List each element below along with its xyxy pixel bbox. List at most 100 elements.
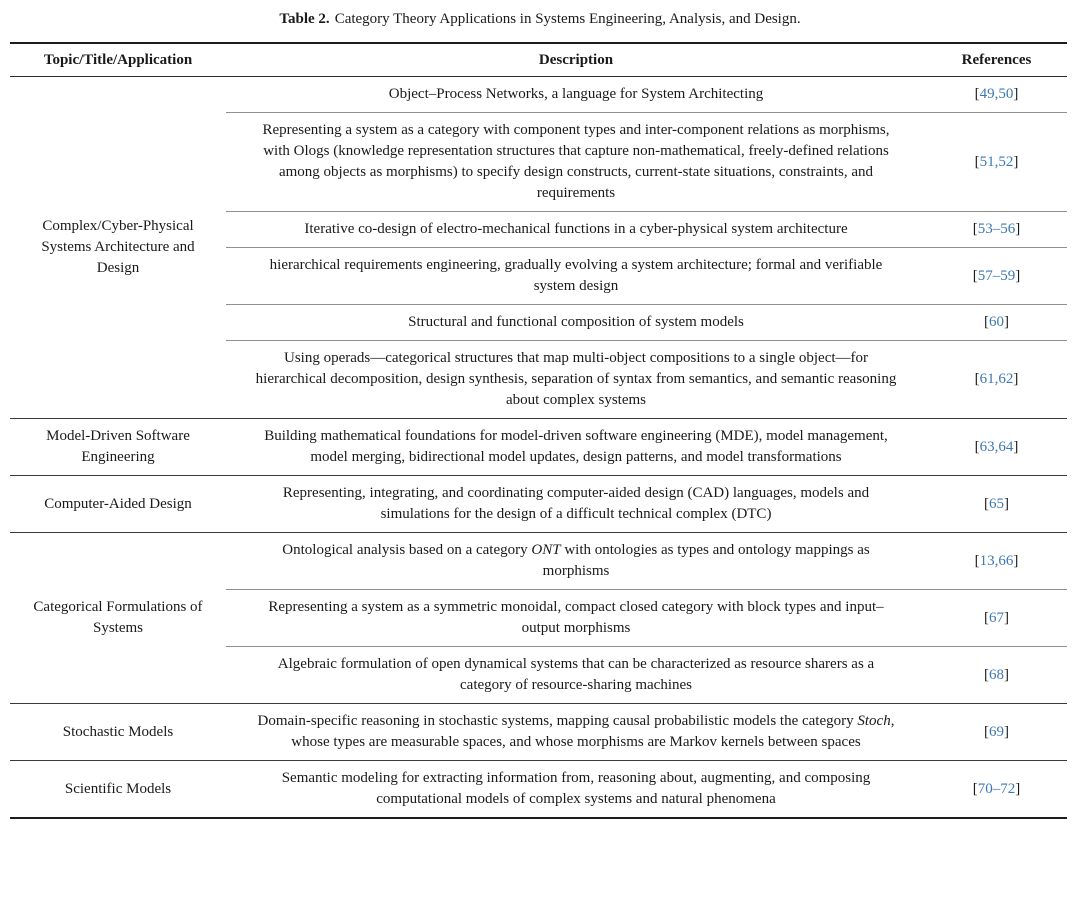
description-cell: Semantic modeling for extracting informa… <box>226 760 926 819</box>
topic-cell: Model-Driven Software Engineering <box>10 418 226 477</box>
topic-cell: Complex/Cyber-Physical Systems Architect… <box>10 76 226 420</box>
description-text: Domain-specific reasoning in stochastic … <box>257 713 858 730</box>
description-text: Semantic modeling for extracting informa… <box>281 770 871 808</box>
citation-bracket: [ <box>974 371 980 388</box>
references-cell: [60] <box>926 304 1067 342</box>
citation-link[interactable]: 51,52 <box>979 153 1014 170</box>
citation-bracket: ] <box>1013 86 1019 103</box>
citation-link[interactable]: 69 <box>989 723 1004 740</box>
description-text: Algebraic formulation of open dynamical … <box>277 656 875 694</box>
citation-bracket: [ <box>974 438 980 455</box>
table-row: Scientific Models Semantic modeling for e… <box>10 760 1067 819</box>
references-cell: [63,64] <box>926 418 1067 477</box>
description-text: Representing a system as a category with… <box>262 122 890 202</box>
table-caption-label: Table 2. <box>279 11 330 27</box>
citation-bracket: ] <box>1004 495 1009 512</box>
references-cell: [70–72] <box>926 760 1067 819</box>
description-cell: Representing a system as a symmetric mon… <box>226 589 926 648</box>
column-header-topic: Topic/Title/Application <box>10 43 226 78</box>
table-row: Representing a system as a symmetric mon… <box>10 589 1067 648</box>
citation-bracket: ] <box>1004 666 1009 683</box>
citation-link[interactable]: 53–56 <box>977 221 1016 238</box>
table-row: Using operads—categorical structures tha… <box>10 340 1067 420</box>
description-text: Structural and functional composition of… <box>408 314 744 331</box>
table-row: Iterative co-design of electro-mechanica… <box>10 211 1067 249</box>
citation-bracket: ] <box>1013 552 1019 569</box>
column-header-references: References <box>926 43 1067 78</box>
references-cell: [53–56] <box>926 211 1067 249</box>
citation-bracket: ] <box>1015 780 1021 797</box>
description-cell: Building mathematical foundations for mo… <box>226 418 926 477</box>
table-row: Structural and functional composition of… <box>10 304 1067 342</box>
citation-link[interactable]: 70–72 <box>977 780 1016 797</box>
category-name-italic: ONT <box>531 542 561 559</box>
citation-bracket: [ <box>972 780 978 797</box>
description-text: Building mathematical foundations for mo… <box>264 428 888 466</box>
citation-bracket: [ <box>984 666 989 683</box>
citation-link[interactable]: 68 <box>989 666 1004 683</box>
description-text: Using operads—categorical structures tha… <box>255 350 897 409</box>
table-row: Algebraic formulation of open dynamical … <box>10 646 1067 705</box>
table-header-row: Topic/Title/Application Description Refe… <box>10 43 1067 78</box>
citation-bracket: [ <box>984 314 989 331</box>
citation-bracket: ] <box>1015 267 1021 284</box>
table-body: Complex/Cyber-Physical Systems Architect… <box>10 76 1067 819</box>
references-cell: [49,50] <box>926 76 1067 114</box>
citation-bracket: ] <box>1004 314 1009 331</box>
citation-link[interactable]: 67 <box>989 609 1004 626</box>
description-text: Representing, integrating, and coordinat… <box>282 485 870 523</box>
citation-bracket: [ <box>974 153 980 170</box>
citation-bracket: ] <box>1004 723 1009 740</box>
description-text: Iterative co-design of electro-mechanica… <box>304 221 848 238</box>
description-cell: Ontological analysis based on a category… <box>226 532 926 591</box>
citation-link[interactable]: 13,66 <box>979 552 1014 569</box>
citation-bracket: [ <box>984 609 989 626</box>
topic-cell: Scientific Models <box>10 760 226 819</box>
citation-bracket: ] <box>1004 609 1009 626</box>
citation-bracket: [ <box>972 267 978 284</box>
description-cell: Using operads—categorical structures tha… <box>226 340 926 420</box>
citation-link[interactable]: 63,64 <box>979 438 1014 455</box>
description-text: Representing a system as a symmetric mon… <box>268 599 884 637</box>
description-cell: Object–Process Networks, a language for … <box>226 76 926 114</box>
citation-link[interactable]: 65 <box>989 495 1004 512</box>
description-cell: hierarchical requirements engineering, g… <box>226 247 926 306</box>
topic-cell: Stochastic Models <box>10 703 226 762</box>
table-row: hierarchical requirements engineering, g… <box>10 247 1067 306</box>
table-row: Stochastic Models Domain-specific reasoni… <box>10 703 1067 762</box>
description-cell: Representing, integrating, and coordinat… <box>226 475 926 534</box>
description-text: Object–Process Networks, a language for … <box>388 86 764 103</box>
description-text: Ontological analysis based on a category <box>282 542 532 559</box>
table-row: Categorical Formulations of Systems Ontol… <box>10 532 1067 705</box>
citation-bracket: [ <box>974 86 980 103</box>
references-cell: [67] <box>926 589 1067 648</box>
citation-link[interactable]: 61,62 <box>979 371 1014 388</box>
description-text: hierarchical requirements engineering, g… <box>269 257 883 295</box>
citation-bracket: [ <box>972 221 978 238</box>
topic-cell: Categorical Formulations of Systems <box>10 532 226 705</box>
references-cell: [69] <box>926 703 1067 762</box>
description-cell: Domain-specific reasoning in stochastic … <box>226 703 926 762</box>
citation-link[interactable]: 57–59 <box>977 267 1016 284</box>
citation-link[interactable]: 49,50 <box>979 86 1014 103</box>
table-caption-text: Category Theory Applications in Systems … <box>334 11 801 27</box>
citation-bracket: [ <box>974 552 980 569</box>
citation-bracket: ] <box>1013 438 1019 455</box>
description-cell: Algebraic formulation of open dynamical … <box>226 646 926 705</box>
citation-bracket: [ <box>984 495 989 512</box>
citation-link[interactable]: 60 <box>989 314 1004 331</box>
description-cell: Iterative co-design of electro-mechanica… <box>226 211 926 249</box>
citation-bracket: ] <box>1015 221 1021 238</box>
references-cell: [51,52] <box>926 112 1067 213</box>
applications-table: Topic/Title/Application Description Refe… <box>10 42 1067 820</box>
table-row: Model-Driven Software Engineering Buildin… <box>10 418 1067 477</box>
citation-bracket: ] <box>1013 153 1019 170</box>
table-row: Representing a system as a category with… <box>10 112 1067 213</box>
topic-cell: Computer-Aided Design <box>10 475 226 534</box>
table-caption: Table 2. Category Theory Applications in … <box>20 9 1060 29</box>
references-cell: [61,62] <box>926 340 1067 420</box>
references-cell: [13,66] <box>926 532 1067 591</box>
table-row: Complex/Cyber-Physical Systems Architect… <box>10 76 1067 420</box>
references-cell: [57–59] <box>926 247 1067 306</box>
